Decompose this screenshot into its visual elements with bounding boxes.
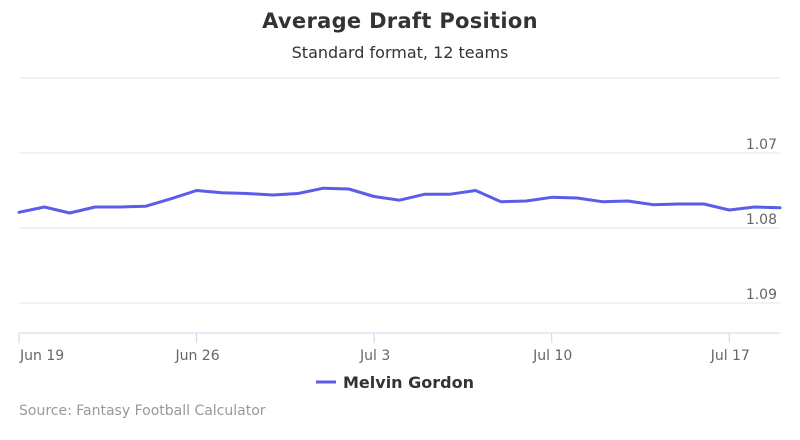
data-point[interactable] <box>700 200 708 208</box>
data-point[interactable] <box>218 189 226 197</box>
data-point[interactable] <box>725 206 733 214</box>
series-line[interactable] <box>17 186 782 215</box>
data-point[interactable] <box>522 197 530 205</box>
data-point[interactable] <box>396 196 404 204</box>
data-point[interactable] <box>319 184 327 192</box>
data-point[interactable] <box>40 203 48 211</box>
series-group <box>15 184 784 217</box>
grid-lines <box>19 77 780 304</box>
source-credit: Source: Fantasy Football Calculator <box>19 403 266 419</box>
chart-subtitle: Standard format, 12 teams <box>291 43 509 62</box>
data-point[interactable] <box>116 203 124 211</box>
data-point[interactable] <box>193 187 201 195</box>
data-point[interactable] <box>421 190 429 198</box>
y-tick-label: 1.08 <box>746 212 777 228</box>
x-tick-label: Jul 17 <box>710 348 750 364</box>
data-point[interactable] <box>15 208 23 216</box>
chart-title: Average Draft Position <box>262 9 538 33</box>
data-point[interactable] <box>66 209 74 217</box>
data-point[interactable] <box>142 202 150 210</box>
data-point[interactable] <box>776 204 784 212</box>
data-point[interactable] <box>675 200 683 208</box>
data-point[interactable] <box>167 195 175 203</box>
data-point[interactable] <box>472 187 480 195</box>
y-tick-label: 1.07 <box>746 137 777 153</box>
data-point[interactable] <box>269 191 277 199</box>
y-axis: 1.07 1.08 1.09 <box>746 137 777 303</box>
data-point[interactable] <box>446 190 454 198</box>
legend-item-series[interactable]: Melvin Gordon <box>316 373 474 392</box>
x-axis: Jun 19 Jun 26 Jul 3 Jul 10 Jul 17 <box>18 332 780 364</box>
data-point[interactable] <box>624 197 632 205</box>
data-point[interactable] <box>345 185 353 193</box>
data-point[interactable] <box>243 190 251 198</box>
data-point[interactable] <box>497 198 505 206</box>
x-tick-label: Jul 3 <box>359 348 390 364</box>
data-point[interactable] <box>91 203 99 211</box>
data-point[interactable] <box>294 190 302 198</box>
data-point[interactable] <box>649 201 657 209</box>
legend-label: Melvin Gordon <box>343 373 474 392</box>
x-tick-label: Jun 19 <box>19 348 64 364</box>
x-tick-label: Jun 26 <box>174 348 219 364</box>
x-tick-label: Jul 10 <box>532 348 572 364</box>
data-point[interactable] <box>548 193 556 201</box>
data-point[interactable] <box>370 193 378 201</box>
data-point[interactable] <box>598 198 606 206</box>
y-tick-label: 1.09 <box>746 287 777 303</box>
data-point[interactable] <box>751 203 759 211</box>
data-point[interactable] <box>573 194 581 202</box>
